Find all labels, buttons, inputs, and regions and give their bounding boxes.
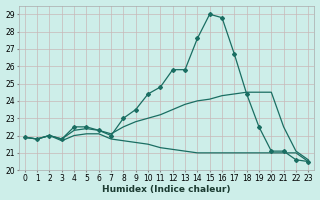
X-axis label: Humidex (Indice chaleur): Humidex (Indice chaleur) [102,185,231,194]
